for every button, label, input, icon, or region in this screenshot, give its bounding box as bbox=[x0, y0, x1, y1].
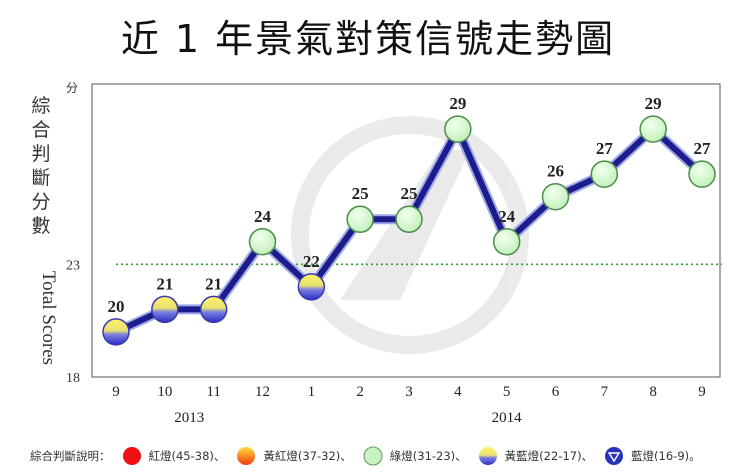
chart-title: 近 1 年景氣對策信號走勢圖 bbox=[120, 17, 616, 61]
legend-label-yellow-red: 黃紅燈(37-32)、 bbox=[263, 449, 352, 463]
x-tick-label: 7 bbox=[601, 384, 609, 400]
data-label: 27 bbox=[596, 139, 614, 158]
y-tick-label: 23 bbox=[66, 258, 80, 273]
data-label: 24 bbox=[498, 207, 516, 226]
data-label: 22 bbox=[303, 252, 320, 271]
data-label: 21 bbox=[156, 274, 173, 293]
x-tick-label: 8 bbox=[649, 384, 657, 400]
red-light-icon bbox=[122, 447, 141, 465]
data-point-green bbox=[590, 160, 619, 188]
x-tick-label: 3 bbox=[405, 384, 413, 400]
x-tick-label: 9 bbox=[698, 384, 706, 400]
data-point-green bbox=[395, 205, 423, 233]
legend-label-blue: 藍燈(16-9)。 bbox=[631, 449, 701, 463]
x-tick-label: 6 bbox=[552, 384, 560, 400]
y-axis-ticks: 23 18 bbox=[66, 258, 80, 386]
data-label: 25 bbox=[352, 184, 369, 203]
data-point-green bbox=[688, 160, 716, 188]
data-label: 27 bbox=[694, 139, 712, 158]
legend-item-blue: 藍燈(16-9)。 bbox=[603, 445, 701, 467]
data-point-yellow-blue bbox=[102, 318, 130, 346]
legend-item-yellow-red: 黃紅燈(37-32)、 bbox=[235, 445, 352, 467]
data-label: 20 bbox=[108, 297, 125, 316]
yellow-blue-light-icon bbox=[478, 447, 497, 465]
x-tick-label: 4 bbox=[454, 384, 462, 400]
legend: 綜合判斷說明： 紅燈(45-38)、 黃紅燈(37-32)、 綠燈(31-23)… bbox=[30, 444, 711, 468]
y-unit-label: 分 bbox=[66, 81, 78, 95]
legend-item-yellow-blue: 黃藍燈(22-17)、 bbox=[477, 445, 593, 467]
data-point-green bbox=[492, 228, 521, 256]
year-label: 2013 bbox=[174, 410, 204, 426]
y-axis-label-chinese: 綜 合 判 斷 分 數 bbox=[31, 95, 51, 237]
x-tick-label: 5 bbox=[503, 384, 511, 400]
data-label: 24 bbox=[254, 207, 272, 226]
data-label: 29 bbox=[645, 94, 662, 113]
data-label: 25 bbox=[401, 184, 418, 203]
legend-label-green: 綠燈(31-23)、 bbox=[389, 449, 467, 463]
data-label: 26 bbox=[547, 162, 564, 181]
data-point-yellow-blue bbox=[297, 273, 326, 301]
x-tick-label: 12 bbox=[255, 384, 270, 400]
x-tick-label: 10 bbox=[157, 384, 172, 400]
yellow-red-light-icon bbox=[237, 447, 256, 465]
legend-item-green: 綠燈(31-23)、 bbox=[362, 445, 467, 467]
blue-light-icon bbox=[605, 447, 624, 465]
year-label: 2014 bbox=[492, 410, 523, 426]
data-label: 21 bbox=[205, 274, 222, 293]
data-point-green bbox=[541, 182, 570, 211]
data-point-green bbox=[248, 228, 277, 256]
x-tick-label: 1 bbox=[308, 384, 316, 400]
data-point-yellow-blue bbox=[151, 295, 179, 324]
x-tick-label: 2 bbox=[356, 384, 364, 400]
data-point-yellow-blue bbox=[199, 295, 228, 324]
score-series: 20 21 21 24 22 25 25 29 24 26 27 29 27 bbox=[102, 94, 716, 346]
x-tick-label: 9 bbox=[112, 384, 120, 400]
x-tick-label: 11 bbox=[206, 384, 220, 400]
legend-label-red: 紅燈(45-38)、 bbox=[148, 449, 226, 463]
legend-item-red: 紅燈(45-38)、 bbox=[121, 445, 226, 467]
data-point-green bbox=[444, 115, 472, 143]
legend-title: 綜合判斷說明： bbox=[30, 449, 111, 463]
data-point-green bbox=[639, 115, 667, 143]
y-tick-label: 18 bbox=[66, 371, 80, 386]
data-label: 29 bbox=[449, 94, 466, 113]
legend-label-yellow-blue: 黃藍燈(22-17)、 bbox=[504, 449, 594, 463]
green-light-icon bbox=[363, 446, 383, 466]
data-point-green bbox=[346, 205, 374, 233]
